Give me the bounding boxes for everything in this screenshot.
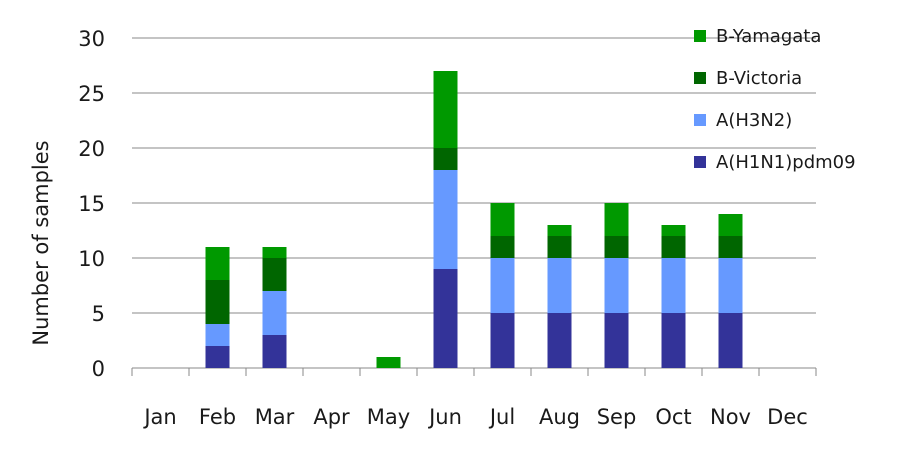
bar-segment bbox=[661, 313, 686, 368]
bar-segment bbox=[547, 236, 572, 258]
x-tick-label: Dec bbox=[767, 405, 808, 429]
axes bbox=[131, 367, 817, 376]
bar-segment bbox=[661, 225, 686, 236]
y-tick-label: 30 bbox=[78, 27, 105, 51]
bar-segment bbox=[262, 335, 287, 368]
bar-segment bbox=[718, 214, 743, 236]
x-tick-label: Jul bbox=[488, 405, 515, 429]
bar-segment bbox=[718, 313, 743, 368]
y-axis-title: Number of samples bbox=[29, 140, 53, 345]
x-tick-label: May bbox=[367, 405, 410, 429]
tick-labels: 0 5 10 15 20 25 30 Jan Feb Mar Apr May Jun Jul Aug Sep O… bbox=[78, 27, 808, 429]
x-tick-label: Nov bbox=[710, 405, 751, 429]
y-tick-label: 5 bbox=[92, 302, 105, 326]
legend-label: A(H1N1)pdm09 bbox=[716, 152, 856, 173]
legend-swatch bbox=[694, 114, 706, 126]
x-tick-label: Jan bbox=[142, 405, 176, 429]
y-tick-label: 0 bbox=[92, 357, 105, 381]
bar-segment bbox=[376, 357, 401, 368]
bar-segment bbox=[661, 236, 686, 258]
bar-segment bbox=[433, 170, 458, 269]
y-tick-label: 20 bbox=[78, 137, 105, 161]
bar-segment bbox=[604, 203, 629, 236]
bar-segment bbox=[205, 247, 230, 280]
bar-segment bbox=[547, 313, 572, 368]
y-tick-label: 25 bbox=[78, 82, 105, 106]
bar-segment bbox=[490, 258, 515, 313]
bar-segment bbox=[547, 225, 572, 236]
legend-label: B-Victoria bbox=[716, 68, 802, 89]
bar-segment bbox=[718, 258, 743, 313]
x-tick-label: Jun bbox=[427, 405, 462, 429]
bar-segment bbox=[205, 280, 230, 324]
y-tick-label: 15 bbox=[78, 192, 105, 216]
bar-segment bbox=[490, 203, 515, 236]
x-tick-label: Oct bbox=[655, 405, 691, 429]
legend-swatch bbox=[694, 72, 706, 84]
bar-segment bbox=[433, 269, 458, 368]
x-tick-label: Aug bbox=[539, 405, 580, 429]
x-tick-label: Apr bbox=[313, 405, 350, 429]
bar-segment bbox=[262, 258, 287, 291]
x-tick-label: Feb bbox=[199, 405, 236, 429]
legend: B-Yamagata B-Victoria A(H3N2) A(H1N1)pdm09 bbox=[694, 26, 856, 173]
legend-swatch bbox=[694, 156, 706, 168]
bar-segment bbox=[205, 324, 230, 346]
bar-segment bbox=[433, 148, 458, 170]
legend-swatch bbox=[694, 30, 706, 42]
bar-segment bbox=[433, 71, 458, 148]
x-tick-label: Mar bbox=[255, 405, 295, 429]
gridlines bbox=[132, 37, 816, 314]
bar-segment bbox=[604, 258, 629, 313]
legend-label: B-Yamagata bbox=[716, 26, 821, 47]
bar-segment bbox=[547, 258, 572, 313]
legend-label: A(H3N2) bbox=[716, 110, 792, 131]
bar-segment bbox=[262, 247, 287, 258]
bar-segment bbox=[490, 313, 515, 368]
bar-segment bbox=[490, 236, 515, 258]
bar-segment bbox=[718, 236, 743, 258]
bar-segment bbox=[205, 346, 230, 368]
bar-segment bbox=[661, 258, 686, 313]
bar-segment bbox=[262, 291, 287, 335]
bar-segment bbox=[604, 313, 629, 368]
bar-segment bbox=[604, 236, 629, 258]
y-tick-label: 10 bbox=[78, 247, 105, 271]
bars bbox=[205, 71, 743, 368]
x-tick-label: Sep bbox=[597, 405, 637, 429]
